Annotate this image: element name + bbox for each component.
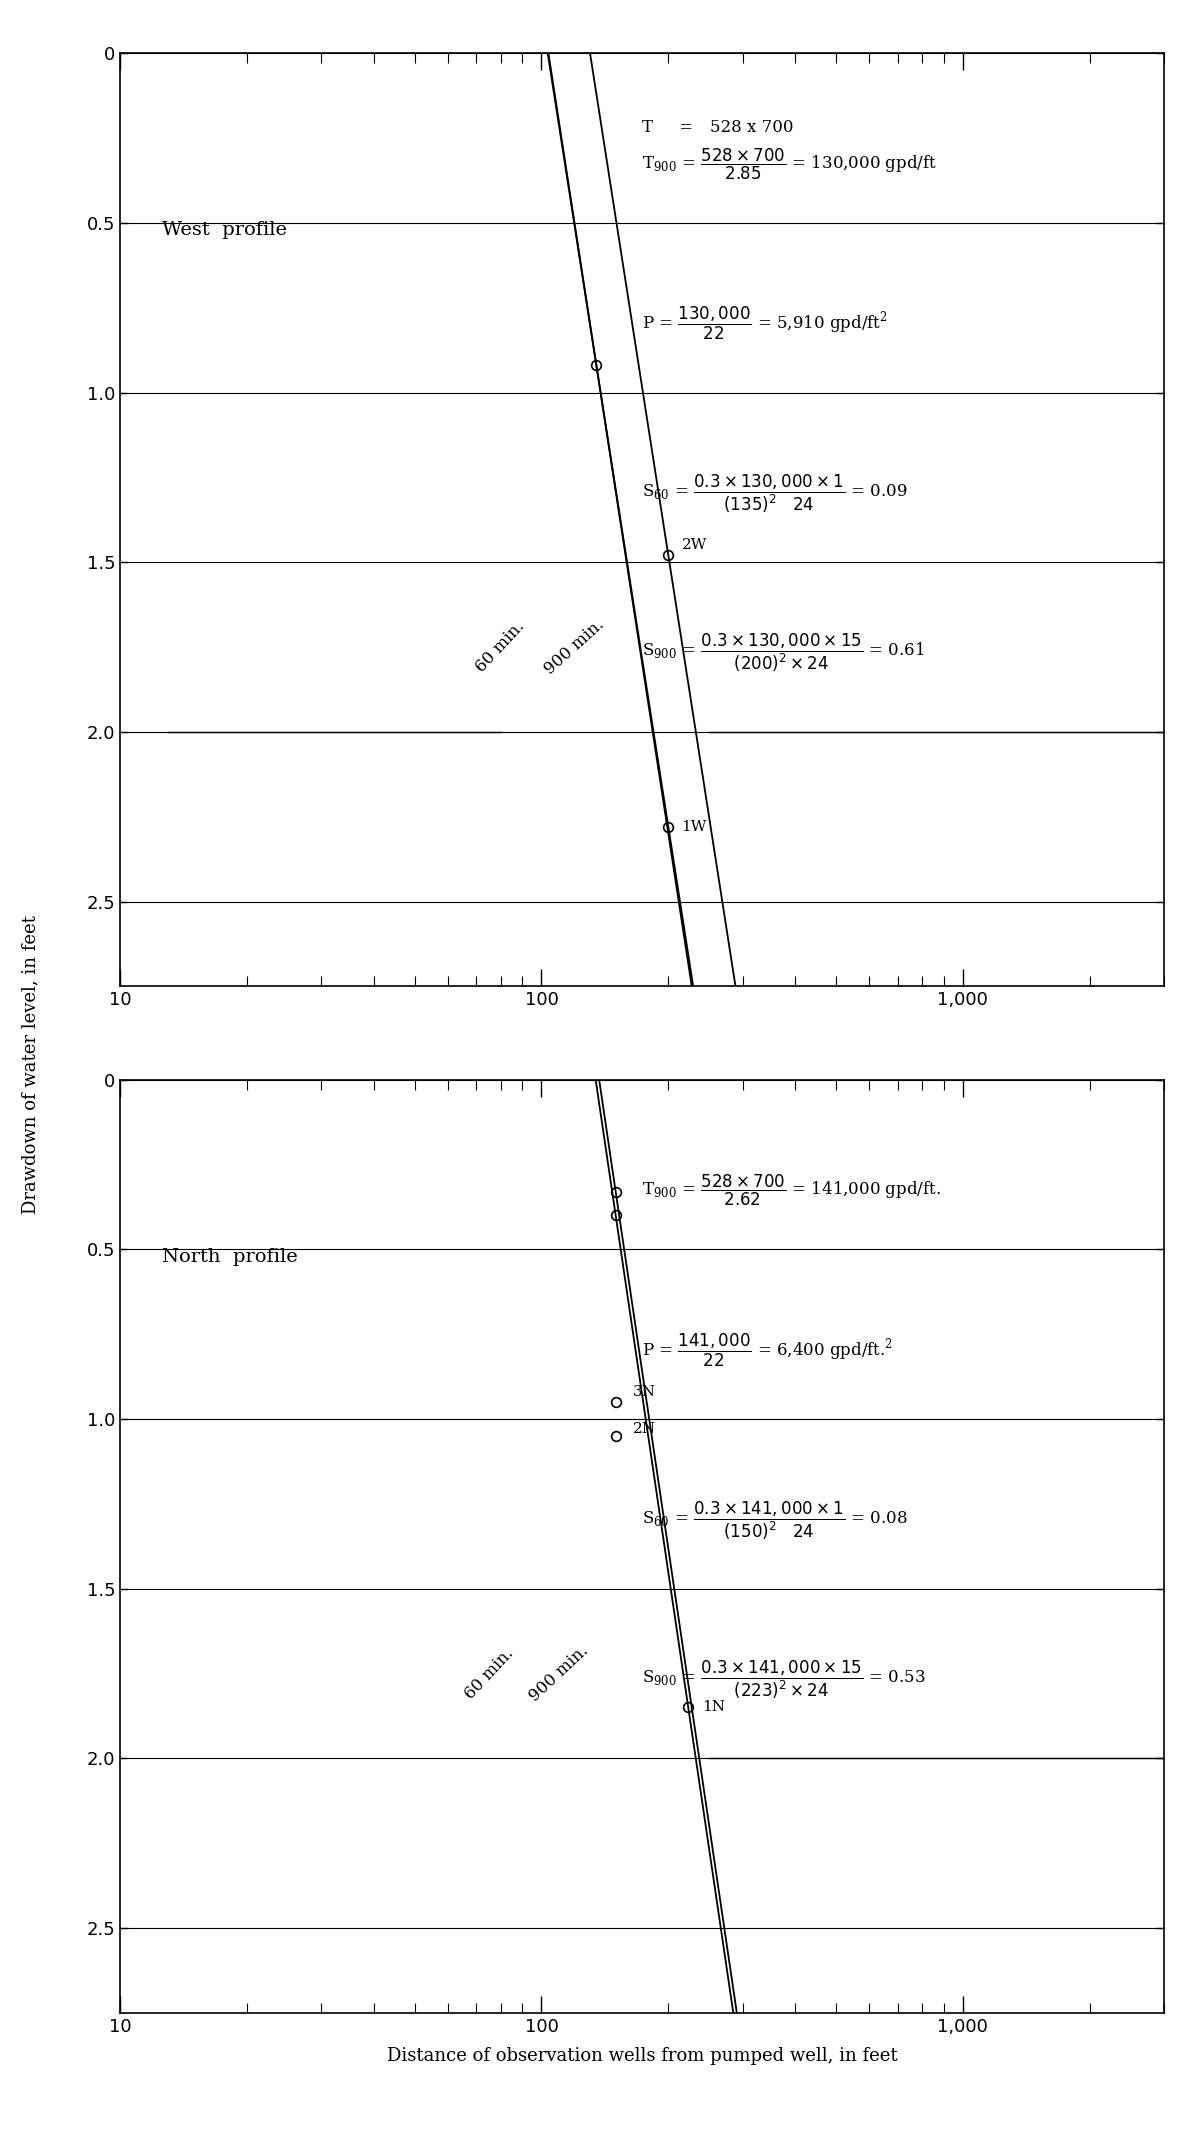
- Text: 60 min.: 60 min.: [473, 618, 528, 675]
- Text: T$_{\mathregular{900}}$ = $\dfrac{528\times700}{2.85}$ = 130,000 gpd/ft: T$_{\mathregular{900}}$ = $\dfrac{528\ti…: [642, 147, 937, 181]
- Text: T     =: T =: [642, 119, 694, 136]
- Text: P = $\dfrac{130,000}{22}$ = 5,910 gpd/ft$^{\mathregular{2}}$: P = $\dfrac{130,000}{22}$ = 5,910 gpd/ft…: [642, 305, 888, 343]
- Text: 2N: 2N: [634, 1423, 656, 1436]
- Text: 1N: 1N: [702, 1700, 725, 1715]
- Text: 1W: 1W: [682, 820, 707, 835]
- Text: 60 min.: 60 min.: [461, 1644, 516, 1702]
- X-axis label: Distance of observation wells from pumped well, in feet: Distance of observation wells from pumpe…: [386, 2047, 898, 2064]
- Text: S$_{\mathregular{900}}$ = $\dfrac{0.3\times130,000\times15}{(200)^2\times24}$ = : S$_{\mathregular{900}}$ = $\dfrac{0.3\ti…: [642, 633, 924, 673]
- Text: West  profile: West profile: [162, 222, 287, 239]
- Text: 900 min.: 900 min.: [541, 616, 608, 677]
- Text: 900 min.: 900 min.: [526, 1642, 592, 1704]
- Text: 3N: 3N: [634, 1384, 656, 1399]
- Text: P = $\dfrac{141,000}{22}$ = 6,400 gpd/ft.$^{\mathregular{2}}$: P = $\dfrac{141,000}{22}$ = 6,400 gpd/ft…: [642, 1331, 893, 1370]
- Text: S$_{\mathregular{60}}$ = $\dfrac{0.3\times130,000\times1}{(135)^2\ \ \ 24}$ = 0.: S$_{\mathregular{60}}$ = $\dfrac{0.3\tim…: [642, 473, 907, 515]
- Text: 528 x 700: 528 x 700: [710, 119, 793, 136]
- Text: 2W: 2W: [682, 539, 707, 552]
- Text: Drawdown of water level, in feet: Drawdown of water level, in feet: [20, 916, 40, 1214]
- Text: North  profile: North profile: [162, 1248, 298, 1265]
- Text: T$_{\mathregular{900}}$ = $\dfrac{528\times700}{2.62}$ = 141,000 gpd/ft.: T$_{\mathregular{900}}$ = $\dfrac{528\ti…: [642, 1174, 941, 1208]
- Text: S$_{\mathregular{900}}$ = $\dfrac{0.3\times141,000\times15}{(223)^2\times24}$ = : S$_{\mathregular{900}}$ = $\dfrac{0.3\ti…: [642, 1659, 925, 1700]
- Text: S$_{\mathregular{60}}$ = $\dfrac{0.3\times141,000\times1}{(150)^2\ \ \ 24}$ = 0.: S$_{\mathregular{60}}$ = $\dfrac{0.3\tim…: [642, 1500, 907, 1542]
